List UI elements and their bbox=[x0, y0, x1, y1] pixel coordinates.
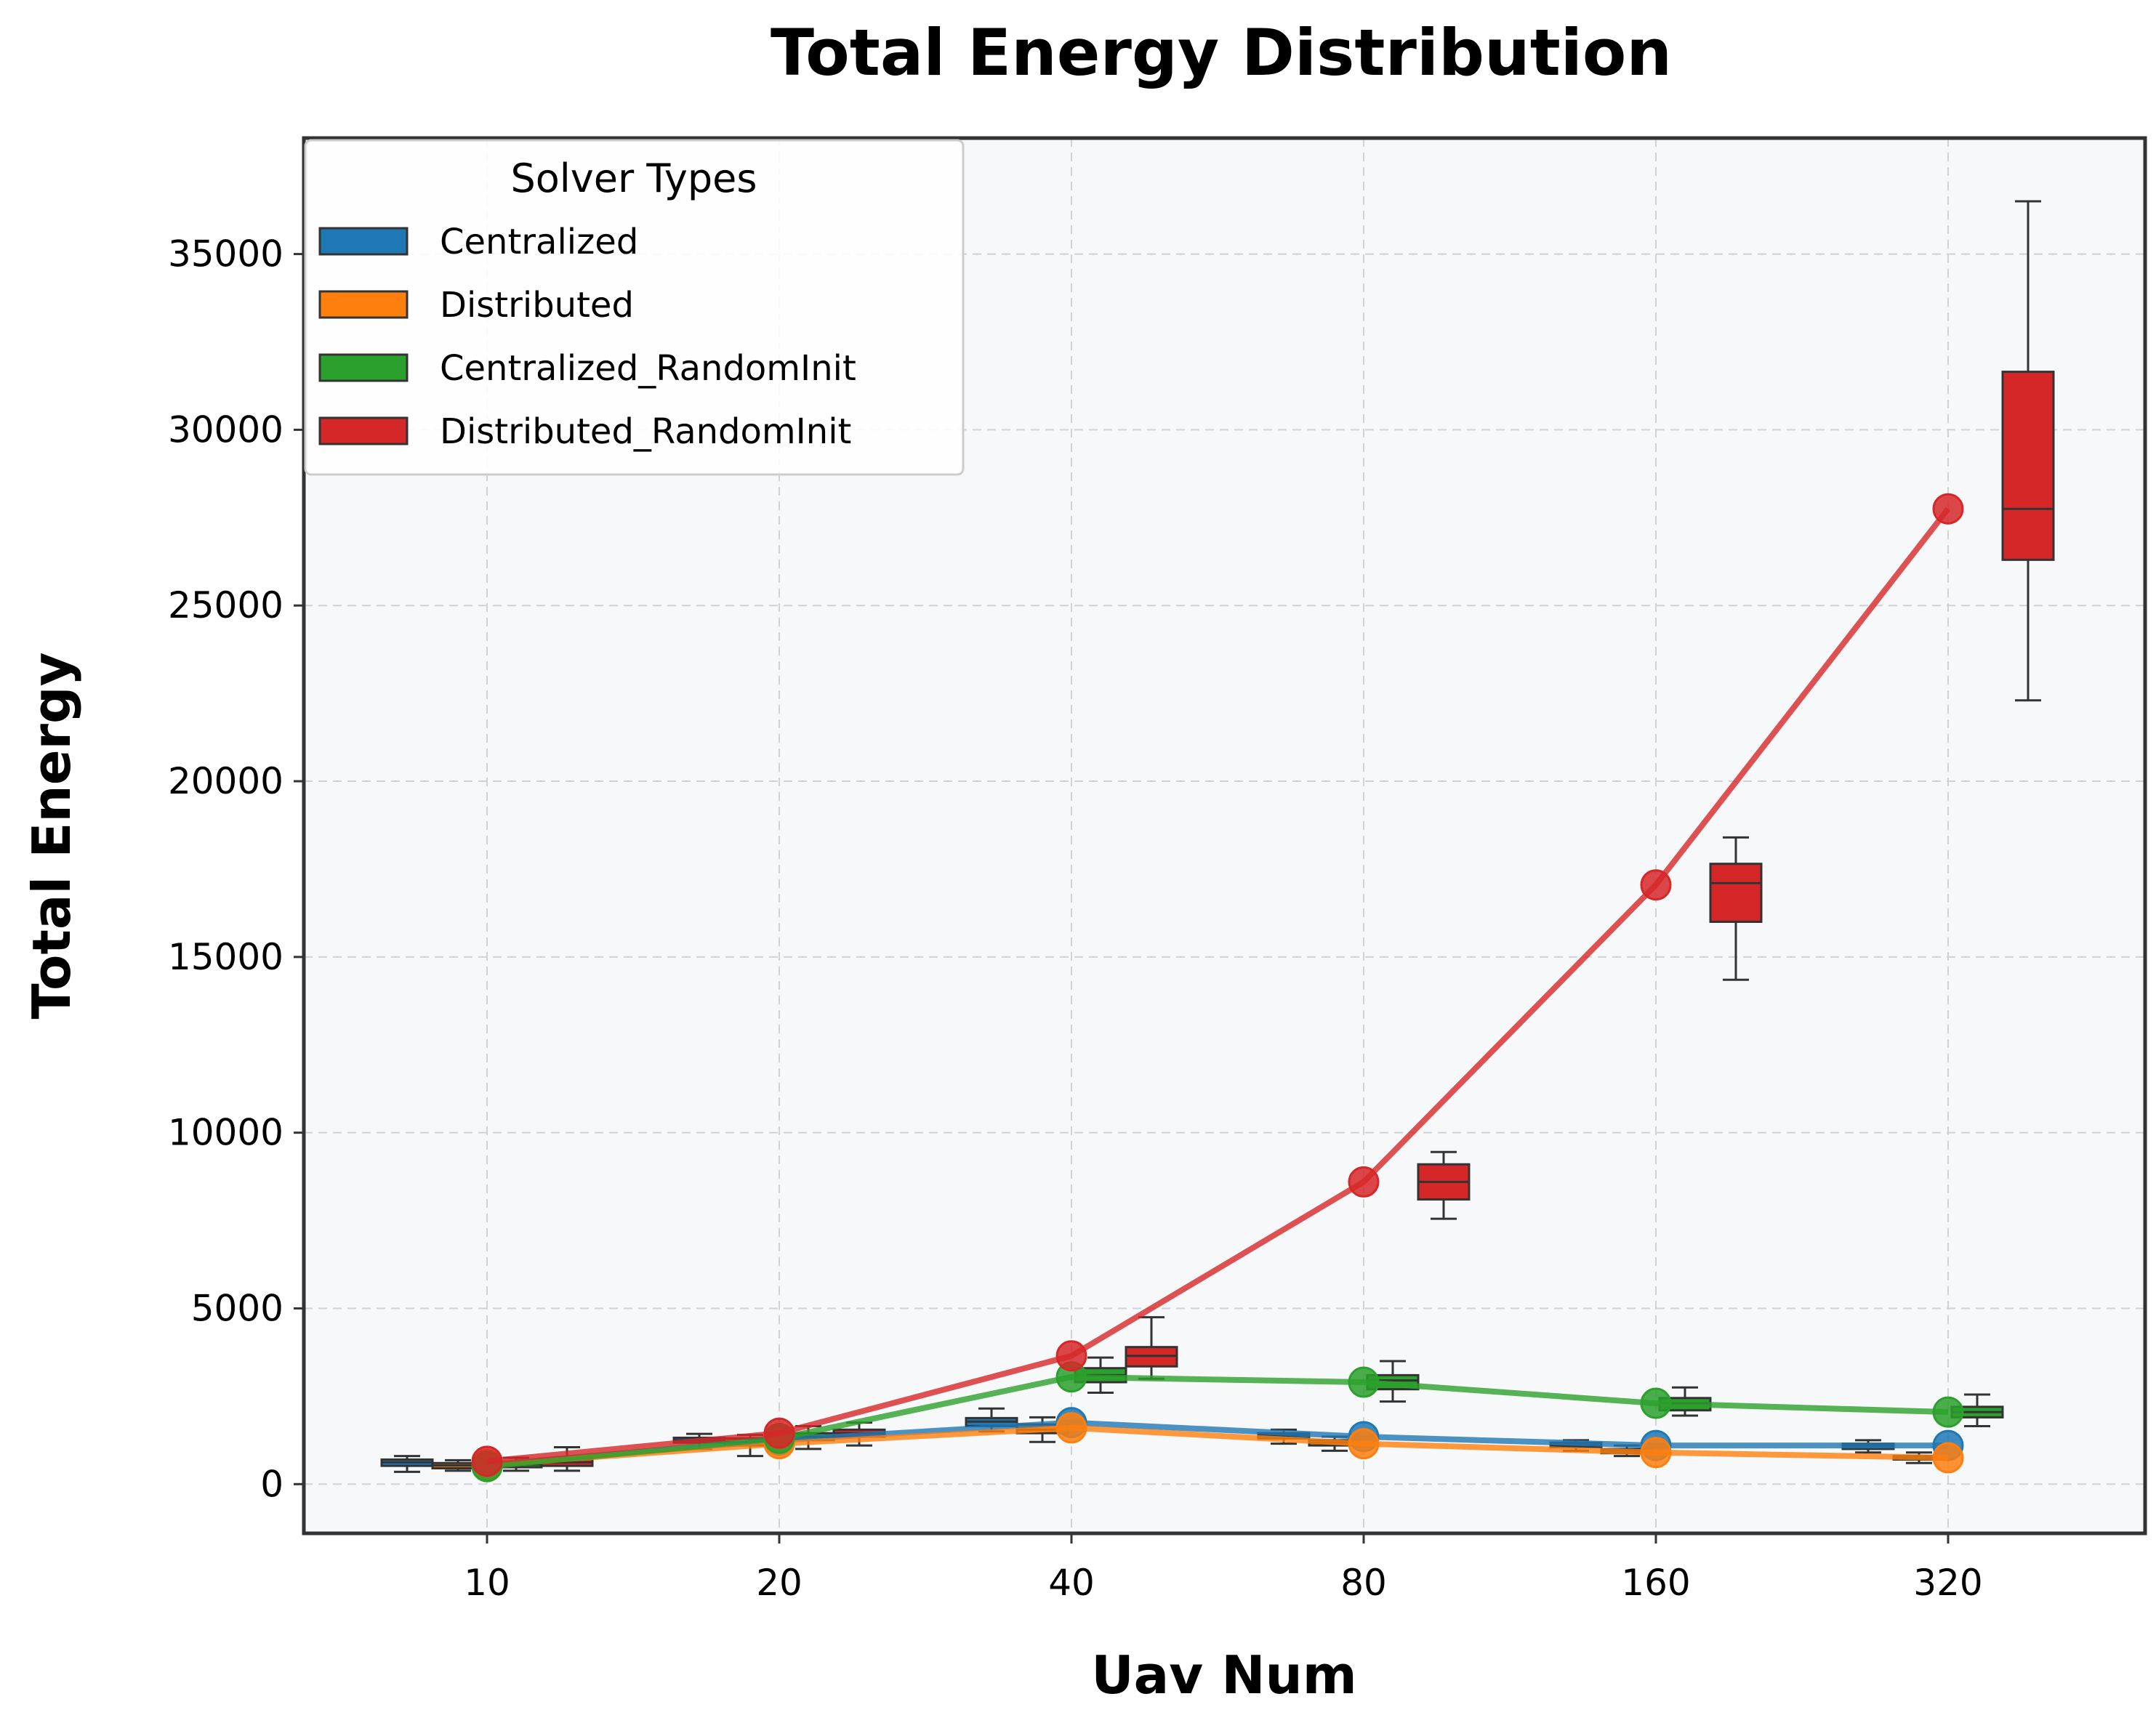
legend-label: Distributed bbox=[440, 285, 634, 326]
legend-box bbox=[304, 139, 965, 476]
plot-data bbox=[380, 200, 2055, 1482]
y-axis-label: Total Energy bbox=[21, 652, 82, 1019]
y-tick-label: 20000 bbox=[168, 760, 283, 802]
series-point-centralized-randominit bbox=[1640, 1387, 1672, 1419]
plot-frame bbox=[302, 136, 2147, 1536]
legend-swatch bbox=[318, 416, 409, 445]
series-line-centralized-randominit bbox=[486, 1373, 1949, 1470]
y-tick-label: 5000 bbox=[191, 1287, 283, 1329]
box-body bbox=[2001, 371, 2055, 561]
series-point-centralized-randominit bbox=[1348, 1366, 1380, 1398]
x-tick-label: 20 bbox=[756, 1562, 803, 1604]
series-line-distributed bbox=[486, 1424, 1949, 1468]
series-point-distributed-randominit bbox=[1348, 1166, 1380, 1198]
series-point-distributed-randominit bbox=[1640, 869, 1672, 901]
chart-title: Total Energy Distribution bbox=[771, 15, 1672, 90]
series-point-distributed-randominit bbox=[471, 1445, 503, 1477]
box-plot-distributed-randominit bbox=[1125, 1316, 1178, 1380]
x-tick-label: 10 bbox=[464, 1562, 510, 1604]
series-point-distributed bbox=[1348, 1428, 1380, 1460]
series-point-distributed bbox=[1640, 1437, 1672, 1469]
axis-ticks: 0 5000 10000 15000 20000 25000 30000 35000 10 20 4… bbox=[168, 233, 1983, 1604]
legend-swatch bbox=[318, 290, 409, 319]
box-plot-distributed-randominit bbox=[1417, 1150, 1471, 1220]
x-tick-label: 80 bbox=[1340, 1562, 1387, 1604]
y-tick-label: 0 bbox=[260, 1463, 283, 1505]
legend-label: Centralized_RandomInit bbox=[440, 348, 856, 389]
legend-swatch bbox=[318, 353, 409, 382]
series-point-distributed bbox=[1932, 1442, 1964, 1474]
x-tick-label: 40 bbox=[1048, 1562, 1095, 1604]
y-tick-label: 10000 bbox=[168, 1112, 283, 1154]
legend-label: Distributed_RandomInit bbox=[440, 411, 851, 452]
box-plot-distributed-randominit bbox=[2001, 200, 2055, 702]
legend-swatch bbox=[318, 227, 409, 256]
box-plot-centralized-randominit bbox=[1950, 1393, 2004, 1427]
series-point-distributed-randominit bbox=[763, 1417, 795, 1449]
legend-items: Centralized Distributed Centralized_Random… bbox=[318, 222, 856, 452]
series-point-distributed-randominit bbox=[1055, 1340, 1087, 1372]
series-point-centralized-randominit bbox=[1932, 1396, 1964, 1428]
y-tick-label: 25000 bbox=[168, 584, 283, 626]
legend: Solver Types CentralizedDistributedCentr… bbox=[304, 139, 965, 476]
series-line-distributed-randominit bbox=[486, 507, 1951, 1464]
x-tick-label: 320 bbox=[1913, 1562, 1982, 1604]
x-axis-label: Uav Num bbox=[1091, 1645, 1357, 1706]
y-tick-label: 30000 bbox=[168, 408, 283, 451]
legend-title: Solver Types bbox=[510, 156, 757, 201]
box-body bbox=[1709, 863, 1763, 923]
y-tick-label: 15000 bbox=[168, 936, 283, 978]
series-point-distributed bbox=[1055, 1412, 1087, 1444]
box-plot-distributed-randominit bbox=[1709, 836, 1763, 981]
y-tick-label: 35000 bbox=[168, 233, 283, 275]
x-tick-label: 160 bbox=[1621, 1562, 1690, 1604]
legend-label: Centralized bbox=[440, 222, 638, 262]
series-point-distributed-randominit bbox=[1932, 493, 1964, 525]
